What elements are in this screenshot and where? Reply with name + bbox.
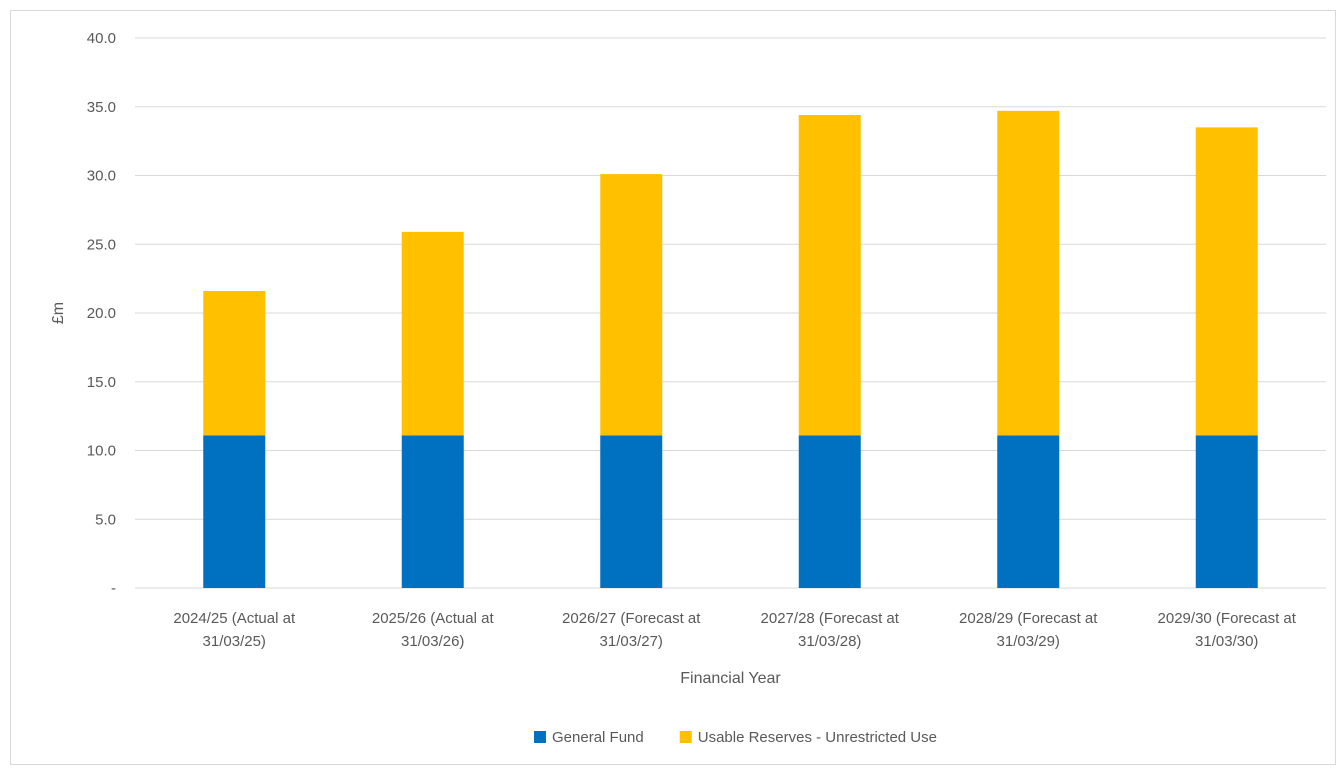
x-axis-categories: 2024/25 (Actual at 31/03/25) 2025/26 (Actu… — [173, 610, 1296, 650]
x-category-label: 31/03/28) — [798, 633, 861, 650]
legend-label: General Fund — [552, 729, 644, 746]
y-tick-label: 15.0 — [87, 374, 116, 391]
bar-general-fund — [798, 435, 861, 588]
bar-general-fund — [401, 435, 464, 588]
y-tick-label: 30.0 — [87, 168, 116, 185]
stacked-bar-chart: - 5.0 10.0 15.0 20.0 25.0 30.0 35.0 40.0 2024/25… — [50, 30, 1326, 746]
bar-usable-reserves — [1195, 127, 1258, 436]
chart-frame: - 5.0 10.0 15.0 20.0 25.0 30.0 35.0 40.0 2024/25… — [10, 10, 1336, 765]
bar-usable-reserves — [600, 174, 663, 436]
legend: General Fund Usable Reserves - Unrestrict… — [534, 729, 937, 746]
y-tick-label: 25.0 — [87, 236, 116, 253]
bars — [203, 110, 1258, 588]
bar-usable-reserves — [401, 231, 464, 436]
y-tick-label: 20.0 — [87, 305, 116, 322]
y-tick-label: 10.0 — [87, 443, 116, 460]
x-category-label: 31/03/26) — [401, 633, 464, 650]
bar-usable-reserves — [997, 110, 1060, 436]
legend-swatch — [534, 731, 547, 743]
y-axis-title: £m — [50, 302, 67, 324]
x-category-label: 31/03/25) — [203, 633, 266, 650]
y-tick-label: - — [111, 580, 116, 597]
x-category-label: 2027/28 (Forecast at — [761, 610, 900, 627]
legend-label: Usable Reserves - Unrestricted Use — [698, 729, 937, 746]
x-category-label: 2028/29 (Forecast at — [959, 610, 1098, 627]
x-category-label: 2029/30 (Forecast at — [1158, 610, 1297, 627]
x-category-label: 2026/27 (Forecast at — [562, 610, 701, 627]
bar-usable-reserves — [798, 115, 861, 436]
bar-general-fund — [997, 435, 1060, 588]
gridlines — [135, 37, 1326, 589]
bar-general-fund — [1195, 435, 1258, 588]
legend-swatch — [679, 731, 692, 743]
bar-general-fund — [600, 435, 663, 588]
x-category-label: 31/03/30) — [1195, 633, 1258, 650]
y-tick-label: 5.0 — [95, 511, 116, 528]
y-axis-ticks: - 5.0 10.0 15.0 20.0 25.0 30.0 35.0 40.0 — [87, 30, 116, 597]
x-category-label: 31/03/29) — [997, 633, 1060, 650]
bar-usable-reserves — [203, 291, 266, 436]
x-category-label: 2024/25 (Actual at — [173, 610, 296, 627]
x-axis-title: Financial Year — [680, 670, 781, 687]
x-category-label: 2025/26 (Actual at — [372, 610, 495, 627]
y-tick-label: 35.0 — [87, 99, 116, 116]
x-category-label: 31/03/27) — [600, 633, 663, 650]
y-tick-label: 40.0 — [87, 30, 116, 47]
bar-general-fund — [203, 435, 266, 588]
